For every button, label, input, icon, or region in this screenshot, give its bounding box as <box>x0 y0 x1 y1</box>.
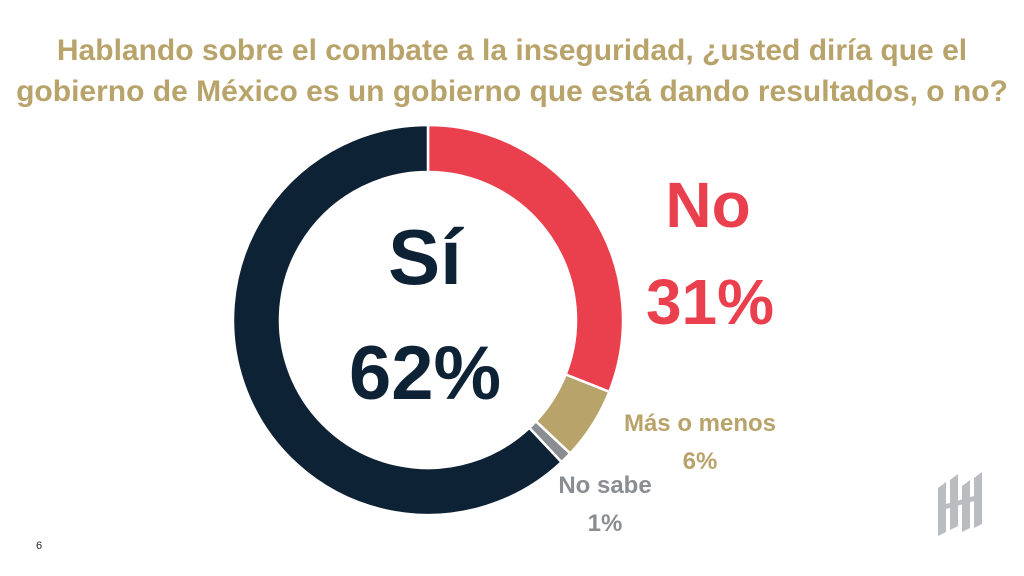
brand-logo-icon <box>938 472 982 536</box>
label-mas-o-menos-value: 6% <box>682 448 718 475</box>
label-mas-o-menos-name: Más o menos <box>623 410 777 437</box>
label-no-sabe-name: No sabe <box>558 472 652 499</box>
label-no-sabe-value: 1% <box>587 510 623 537</box>
label-si-name: Sí <box>388 213 462 301</box>
slide-title: Hablando sobre el combate a la insegurid… <box>0 30 1024 112</box>
label-no-name: No <box>665 169 751 241</box>
label-si-value: 62% <box>348 331 502 416</box>
donut-slice-si <box>231 123 564 517</box>
label-no-value: 31% <box>645 266 775 338</box>
page-number: 6 <box>36 540 43 552</box>
slide-title-line-1: Hablando sobre el combate a la insegurid… <box>56 34 968 67</box>
slide-title-line-2: gobierno de México es un gobierno que es… <box>16 75 1008 108</box>
